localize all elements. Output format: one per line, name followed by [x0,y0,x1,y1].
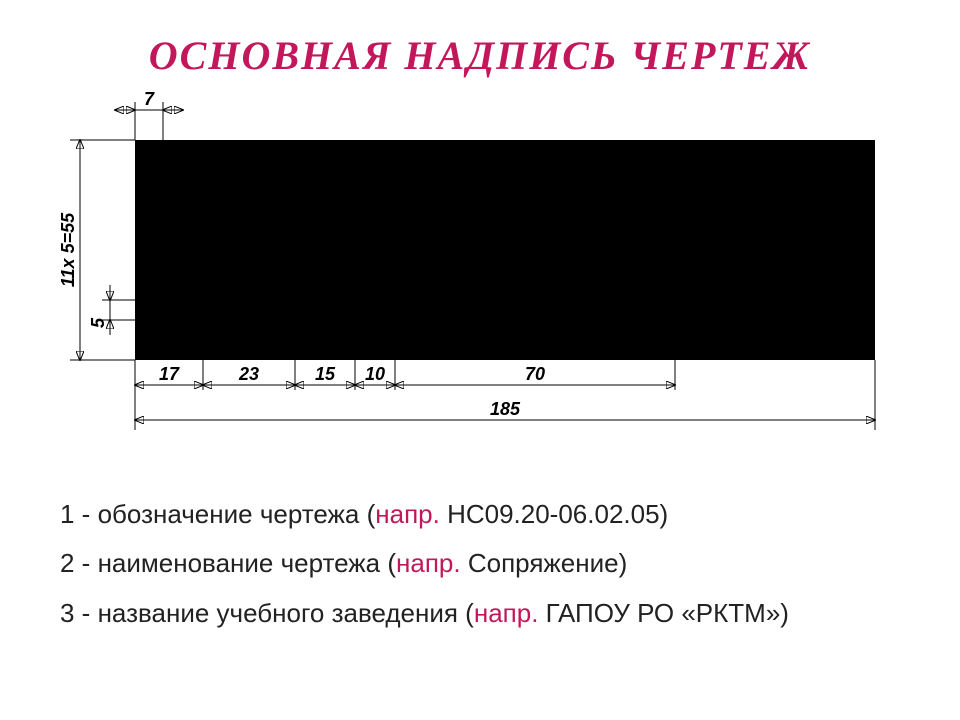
dim-7: 7 [144,90,155,109]
hdr-podp: Подп. [309,224,341,238]
dim-23: 23 [238,364,259,384]
legend-line-2: 2 - наименование чертежа (напр. Сопряжен… [60,539,789,588]
dim-70: 70 [525,364,545,384]
dim-h5: 5 [88,317,108,328]
dim-5a: 5 [610,239,621,259]
cell-2: (2) [483,248,508,270]
cell-1: (1) [523,161,548,183]
page-title: ОСНОВНАЯ НАДПИСЬ ЧЕРТЕЖ [149,32,811,79]
dim-5c: 5 [730,239,741,259]
title-block-diagram: (1) (2) (3) Изм Лист № докум. Подп. Дата… [40,90,920,450]
legend-line-1: 1 - обозначение чертежа (напр. НС09.20-0… [60,490,789,539]
dim-10: 10 [365,364,385,384]
hdr-list: Лист [167,224,199,238]
hdr-ndok: № докум. [223,224,276,238]
dim-185: 185 [490,399,521,419]
hdr-razrab: Разраб. [168,244,211,258]
legend: 1 - обозначение чертежа (напр. НС09.20-0… [60,490,789,638]
dim-5b: 5 [683,239,694,259]
hdr-massa: Масса [761,204,797,218]
dim-17: 17 [159,364,180,384]
hdr-listov: Листов [792,304,837,318]
hdr-prov: Пров. [168,264,200,278]
hdr-izm: Изм [138,224,160,238]
legend-line-3: 3 - название учебного заведения (напр. Г… [60,589,789,638]
hdr-data: Дата [357,224,391,238]
dim-h55: 11x 5=55 [58,212,78,287]
dim-t17: 17 [699,154,720,174]
hdr-masshtab: Масштаб [817,204,874,218]
dim-15: 15 [315,364,336,384]
dim-t18: 18 [769,154,789,174]
cell-3: (3) [803,329,828,351]
hdr-litera: Литера [686,204,732,218]
dim-20: 20 [704,316,725,336]
